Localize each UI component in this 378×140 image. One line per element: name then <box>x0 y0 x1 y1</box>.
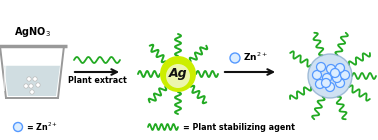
Circle shape <box>308 54 352 98</box>
Circle shape <box>230 53 240 63</box>
Circle shape <box>316 62 325 72</box>
Circle shape <box>30 90 34 94</box>
Circle shape <box>325 82 335 92</box>
Circle shape <box>316 80 324 88</box>
Circle shape <box>27 77 31 81</box>
Text: Ag: Ag <box>169 67 187 80</box>
Circle shape <box>341 71 350 80</box>
Circle shape <box>327 65 336 74</box>
Circle shape <box>336 64 344 73</box>
Circle shape <box>333 74 341 82</box>
Text: = Zn$^{2+}$: = Zn$^{2+}$ <box>26 121 58 133</box>
Text: = Plant stabilizing agent: = Plant stabilizing agent <box>183 122 295 131</box>
Circle shape <box>336 79 344 88</box>
Circle shape <box>313 71 322 80</box>
Circle shape <box>33 77 37 81</box>
Circle shape <box>322 74 332 82</box>
Circle shape <box>322 79 330 88</box>
Text: AgNO$_3$: AgNO$_3$ <box>14 25 50 39</box>
Circle shape <box>166 64 190 88</box>
Circle shape <box>29 84 33 88</box>
Circle shape <box>24 84 28 88</box>
Circle shape <box>330 68 339 78</box>
Polygon shape <box>4 66 60 96</box>
Circle shape <box>160 56 196 92</box>
Circle shape <box>36 83 40 87</box>
Text: Zn$^{2+}$: Zn$^{2+}$ <box>243 51 268 63</box>
Text: Plant extract: Plant extract <box>68 76 126 85</box>
Circle shape <box>14 122 23 131</box>
